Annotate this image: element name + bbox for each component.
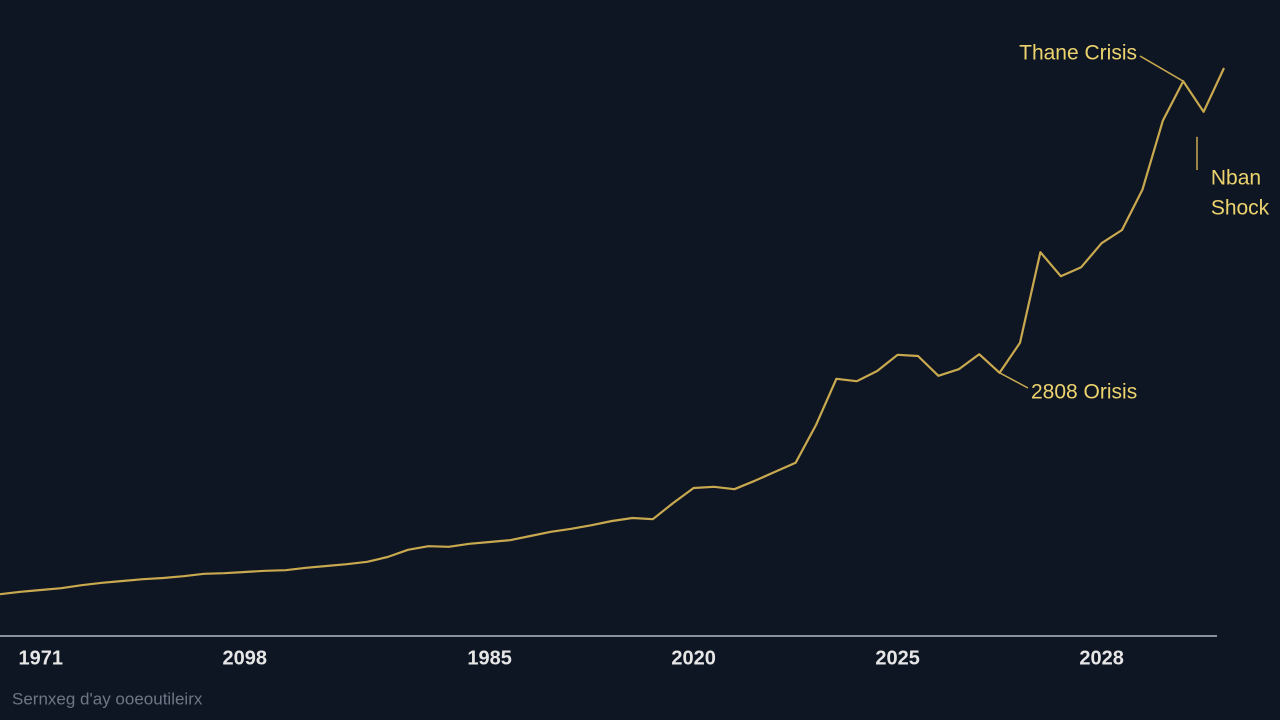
annotation: Shock	[1211, 197, 1270, 220]
annotation-leader	[999, 372, 1029, 389]
annotation: Thane Crisis	[1019, 42, 1137, 65]
annotation: 2808 Orisis	[1031, 381, 1137, 404]
x-tick-label: 2098	[223, 647, 268, 669]
x-tick-label: 2028	[1079, 647, 1124, 669]
x-tick-label: 2020	[671, 647, 716, 669]
x-tick-label: 1971	[19, 647, 64, 669]
annotation: Nban	[1211, 167, 1261, 190]
x-tick-label: 2025	[875, 647, 920, 669]
x-tick-label: 1985	[467, 647, 512, 669]
source-note: Sernxeg d'ay ooeoutileirx	[12, 689, 203, 708]
annotation-leader	[1139, 55, 1184, 82]
data-line	[0, 67, 1225, 596]
